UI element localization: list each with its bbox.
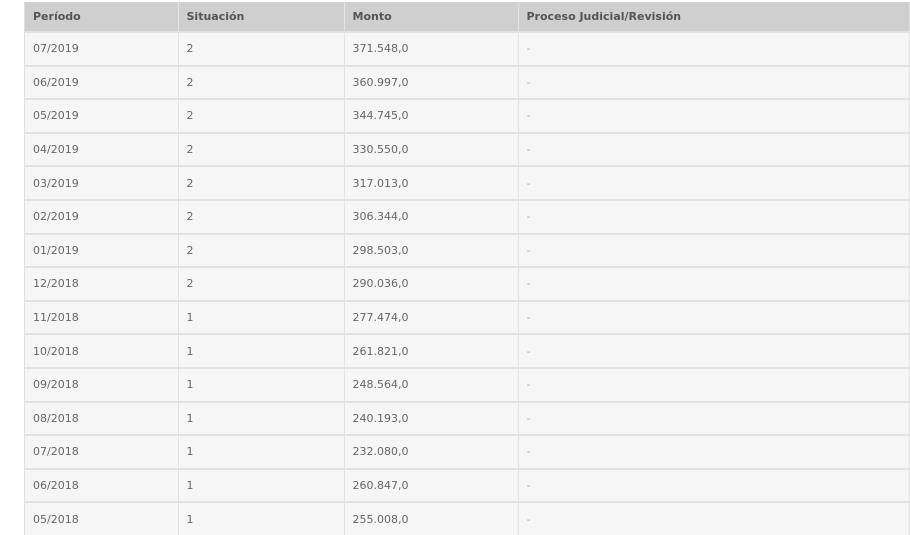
monto-cell: 360.997,0 bbox=[344, 64, 519, 100]
proceso-cell: - bbox=[518, 299, 910, 335]
monto-cell: 290.036,0 bbox=[344, 266, 519, 301]
table-row: 01/2019 2 298.503,0- bbox=[25, 232, 910, 268]
table-row: 05/2019 2 344.745,0- bbox=[25, 98, 910, 133]
periodo-cell: 07/2019 bbox=[25, 31, 179, 66]
situacion-cell: 2 bbox=[178, 131, 345, 167]
proceso-cell: - bbox=[518, 64, 910, 100]
proceso-cell: - bbox=[518, 131, 910, 167]
table-row: 10/2018 1 261.821,0- bbox=[25, 333, 910, 368]
header-periodo: Período bbox=[25, 2, 179, 32]
monto-cell: 306.344,0 bbox=[344, 198, 519, 234]
monto-cell: 277.474,0 bbox=[344, 299, 519, 335]
table-row: 04/2019 2 330.550,0- bbox=[25, 131, 910, 167]
proceso-cell: - bbox=[518, 400, 910, 436]
situacion-cell: 1 bbox=[178, 299, 345, 335]
header-situacion: Situación bbox=[178, 2, 345, 32]
table-row: 12/2018 2 290.036,0- bbox=[25, 266, 910, 301]
proceso-cell: - bbox=[518, 366, 910, 402]
situacion-cell: 2 bbox=[178, 198, 345, 234]
table-row: 11/2018 1 277.474,0- bbox=[25, 299, 910, 335]
proceso-cell: - bbox=[518, 98, 910, 133]
monto-cell: 260.847,0 bbox=[344, 467, 519, 503]
situacion-cell: 1 bbox=[178, 467, 345, 503]
proceso-cell: - bbox=[518, 165, 910, 200]
table-row: 09/2018 1 248.564,0- bbox=[25, 366, 910, 402]
table-row: 02/2019 2 306.344,0- bbox=[25, 198, 910, 234]
table-row: 06/2019 2 360.997,0- bbox=[25, 64, 910, 100]
periodo-cell: 08/2018 bbox=[25, 400, 179, 436]
monto-cell: 330.550,0 bbox=[344, 131, 519, 167]
situacion-cell: 2 bbox=[178, 98, 345, 133]
situacion-cell: 2 bbox=[178, 266, 345, 301]
situacion-cell: 2 bbox=[178, 165, 345, 200]
debt-history-table: Período Situación Monto Proceso Judicial… bbox=[25, 2, 910, 535]
periodo-cell: 07/2018 bbox=[25, 434, 179, 469]
situacion-cell: 1 bbox=[178, 400, 345, 436]
periodo-cell: 01/2019 bbox=[25, 232, 179, 268]
situacion-cell: 2 bbox=[178, 31, 345, 66]
situacion-cell: 1 bbox=[178, 333, 345, 368]
proceso-cell: - bbox=[518, 434, 910, 469]
periodo-cell: 11/2018 bbox=[25, 299, 179, 335]
monto-cell: 298.503,0 bbox=[344, 232, 519, 268]
situacion-cell: 1 bbox=[178, 366, 345, 402]
periodo-cell: 06/2018 bbox=[25, 467, 179, 503]
header-proceso-judicial: Proceso Judicial/Revisión bbox=[518, 2, 910, 32]
periodo-cell: 10/2018 bbox=[25, 333, 179, 368]
proceso-cell: - bbox=[518, 232, 910, 268]
periodo-cell: 02/2019 bbox=[25, 198, 179, 234]
monto-cell: 261.821,0 bbox=[344, 333, 519, 368]
periodo-cell: 06/2019 bbox=[25, 64, 179, 100]
periodo-cell: 05/2018 bbox=[25, 501, 179, 535]
monto-cell: 344.745,0 bbox=[344, 98, 519, 133]
situacion-cell: 1 bbox=[178, 434, 345, 469]
proceso-cell: - bbox=[518, 467, 910, 503]
table-row: 08/2018 1 240.193,0- bbox=[25, 400, 910, 436]
monto-cell: 255.008,0 bbox=[344, 501, 519, 535]
periodo-cell: 12/2018 bbox=[25, 266, 179, 301]
table-row: 07/2019 2 371.548,0- bbox=[25, 31, 910, 66]
periodo-cell: 04/2019 bbox=[25, 131, 179, 167]
table-header-row: Período Situación Monto Proceso Judicial… bbox=[25, 2, 910, 32]
table-row: 03/2019 2 317.013,0- bbox=[25, 165, 910, 200]
situacion-cell: 2 bbox=[178, 232, 345, 268]
monto-cell: 232.080,0 bbox=[344, 434, 519, 469]
proceso-cell: - bbox=[518, 501, 910, 535]
proceso-cell: - bbox=[518, 333, 910, 368]
monto-cell: 240.193,0 bbox=[344, 400, 519, 436]
monto-cell: 248.564,0 bbox=[344, 366, 519, 402]
table-row: 05/2018 1 255.008,0- bbox=[25, 501, 910, 535]
monto-cell: 317.013,0 bbox=[344, 165, 519, 200]
periodo-cell: 09/2018 bbox=[25, 366, 179, 402]
debt-history-table-container: Período Situación Monto Proceso Judicial… bbox=[24, 2, 910, 535]
proceso-cell: - bbox=[518, 198, 910, 234]
proceso-cell: - bbox=[518, 31, 910, 66]
header-monto: Monto bbox=[344, 2, 519, 32]
table-row: 06/2018 1 260.847,0- bbox=[25, 467, 910, 503]
situacion-cell: 1 bbox=[178, 501, 345, 535]
situacion-cell: 2 bbox=[178, 64, 345, 100]
table-row: 07/2018 1 232.080,0- bbox=[25, 434, 910, 469]
proceso-cell: - bbox=[518, 266, 910, 301]
periodo-cell: 05/2019 bbox=[25, 98, 179, 133]
monto-cell: 371.548,0 bbox=[344, 31, 519, 66]
periodo-cell: 03/2019 bbox=[25, 165, 179, 200]
